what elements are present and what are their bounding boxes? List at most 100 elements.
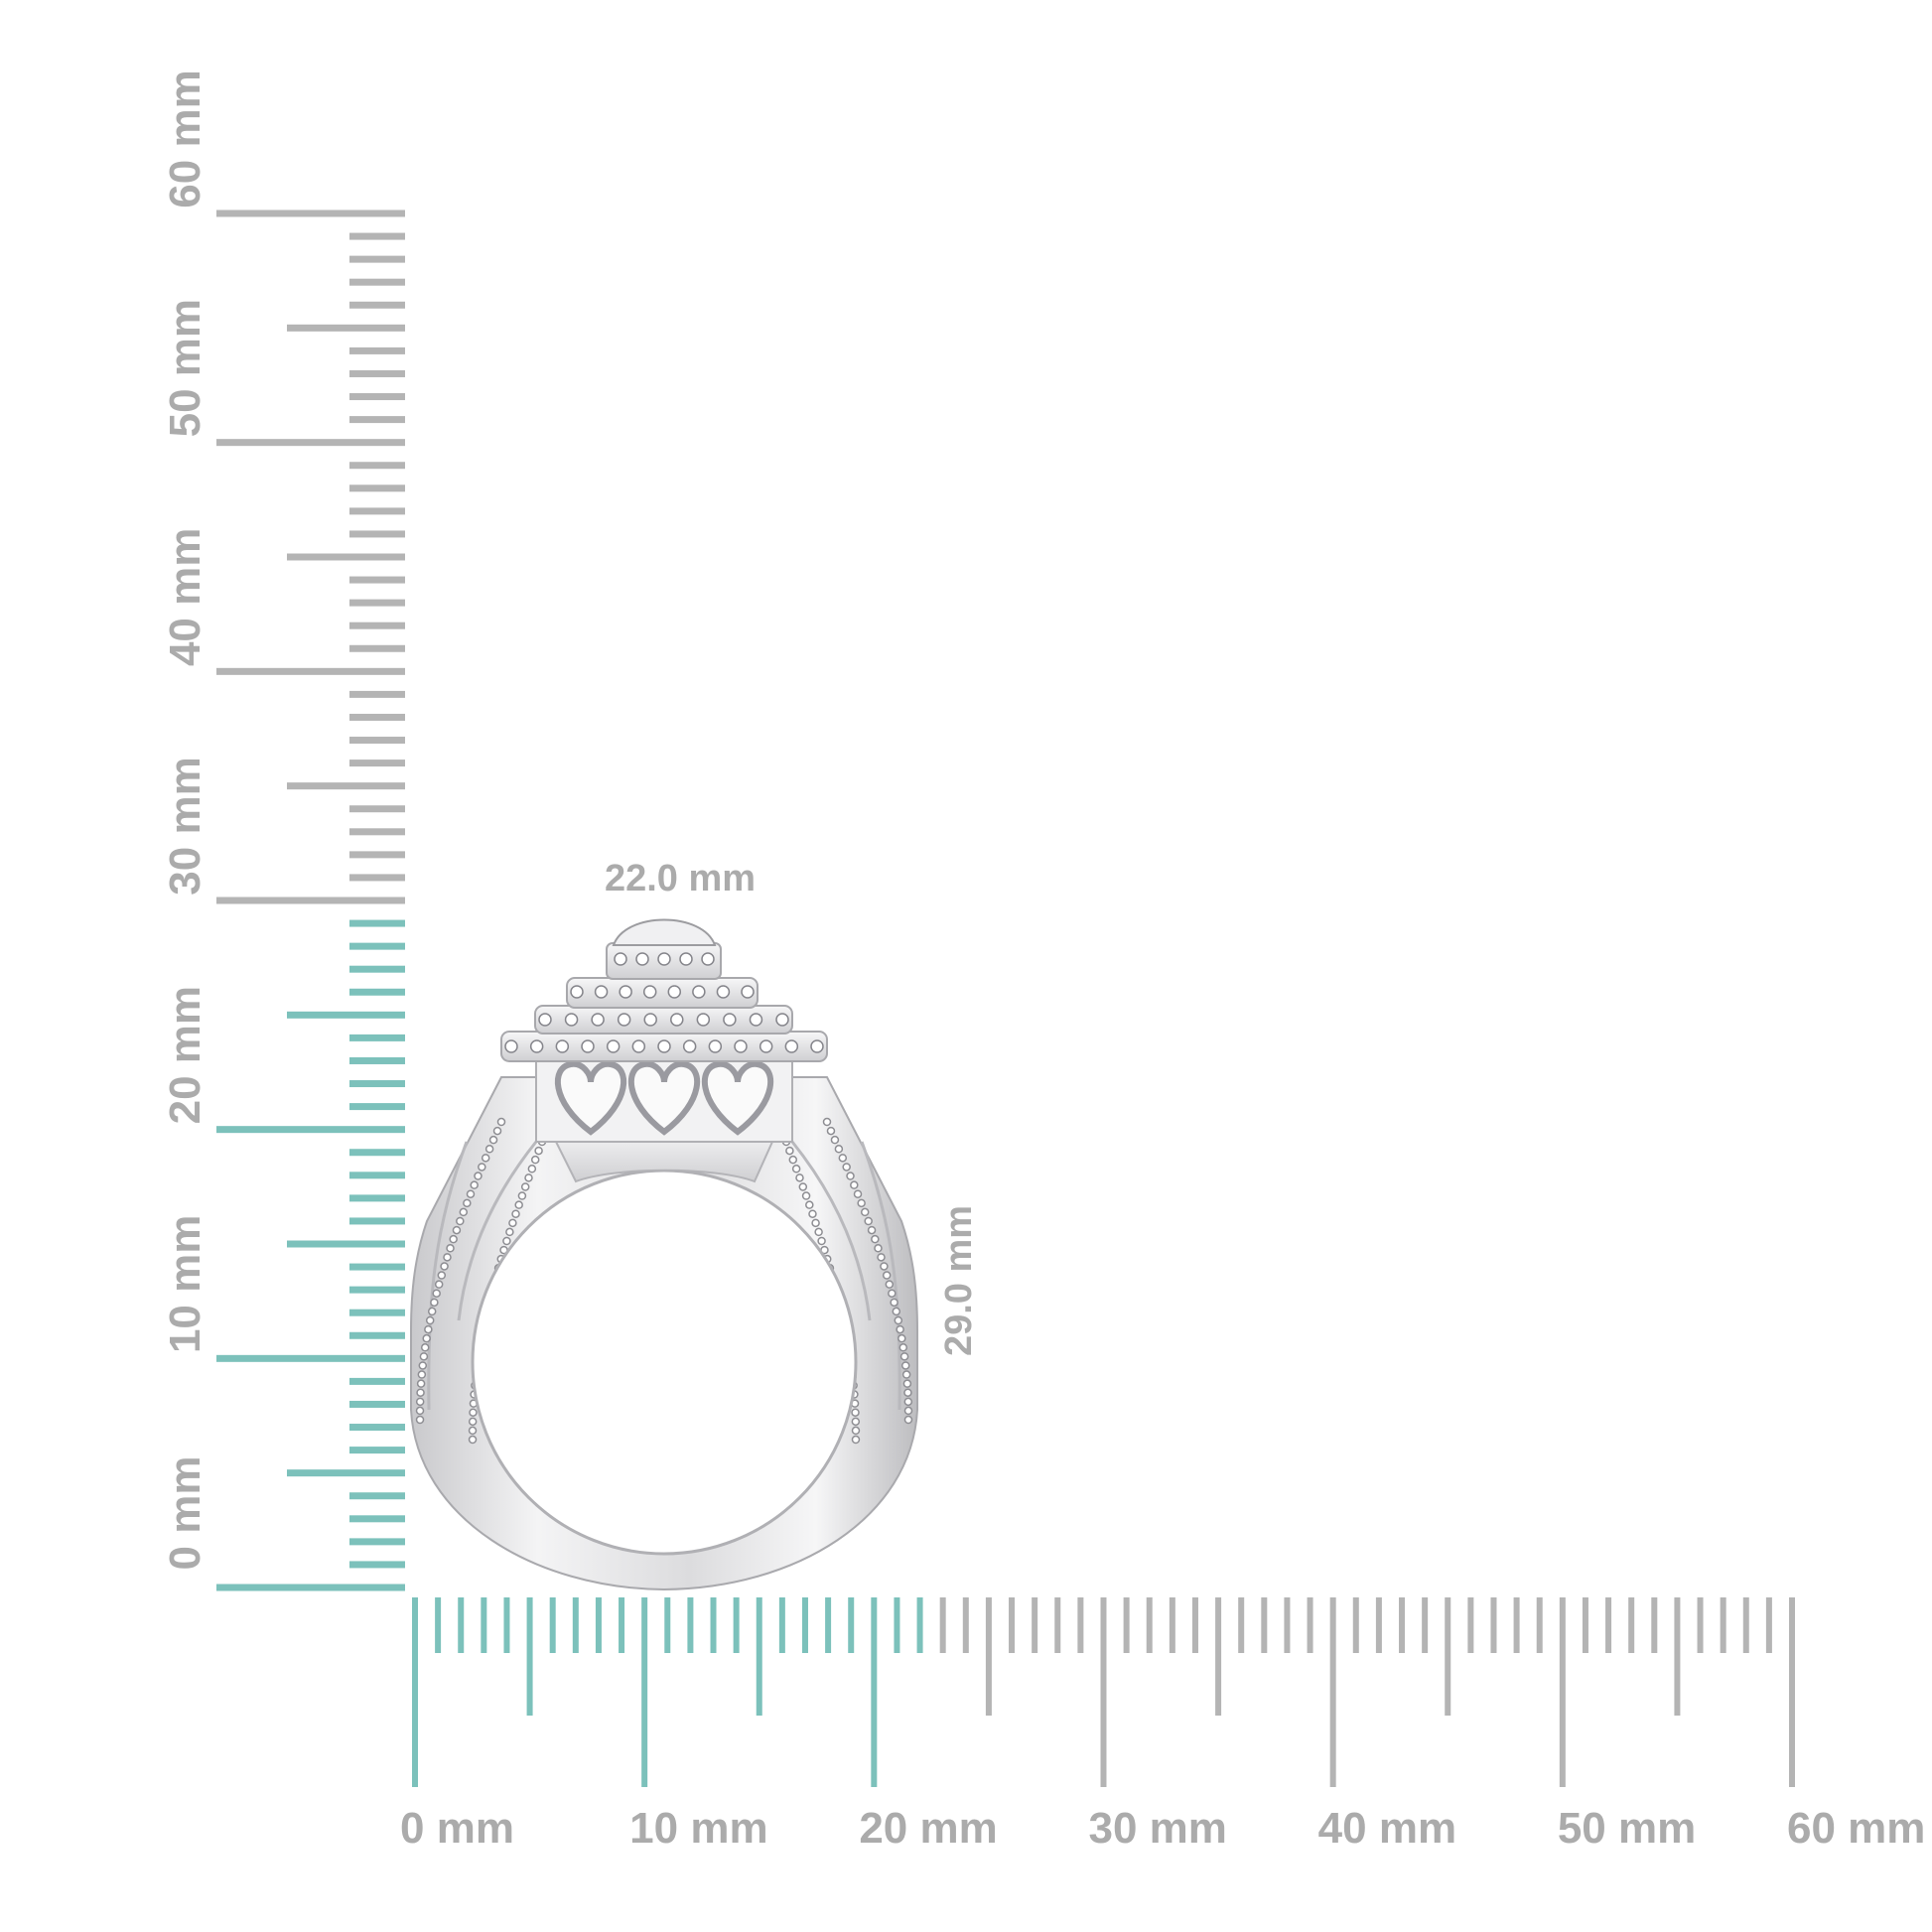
pave-stone — [834, 1145, 844, 1154]
h-tick-49 — [1536, 1597, 1543, 1653]
v-tick-59 — [349, 232, 405, 240]
height-dimension-label: 29.0 mm — [938, 1205, 980, 1356]
h-tick-27 — [1032, 1597, 1038, 1653]
pave-stone — [846, 1172, 855, 1180]
pave-stone — [505, 1227, 514, 1237]
v-tick-14 — [349, 1263, 405, 1271]
pave-stone — [814, 1227, 823, 1237]
pave-stone — [459, 1207, 469, 1217]
pave-stone — [888, 1289, 897, 1298]
halo-stone — [696, 1013, 711, 1027]
pave-stone — [415, 1415, 425, 1425]
v-tick-11 — [349, 1331, 405, 1339]
pave-stone — [788, 1155, 798, 1165]
v-tick-21 — [349, 1103, 405, 1111]
h-tick-7 — [572, 1597, 579, 1653]
pave-stone — [896, 1324, 904, 1334]
pave-stone — [899, 1352, 909, 1361]
v-tick-25 — [287, 1011, 405, 1019]
h-label-10: 10 mm — [629, 1804, 767, 1853]
pave-stone — [842, 1163, 851, 1172]
h-tick-40 — [1329, 1597, 1336, 1787]
halo-stone — [657, 1039, 671, 1053]
pave-stone — [415, 1397, 425, 1407]
v-tick-34 — [349, 805, 405, 813]
h-tick-41 — [1352, 1597, 1359, 1653]
v-tick-51 — [349, 416, 405, 424]
v-tick-18 — [349, 1172, 405, 1179]
h-tick-4 — [503, 1597, 510, 1653]
halo-stone — [635, 952, 649, 966]
pave-stone — [502, 1236, 511, 1246]
pave-stone — [853, 1189, 863, 1198]
v-tick-8 — [349, 1400, 405, 1408]
h-tick-45 — [1445, 1597, 1451, 1716]
v-label-60: 60 mm — [161, 69, 209, 207]
pave-stone — [801, 1191, 811, 1200]
halo-stone — [555, 1039, 570, 1053]
pave-stone — [430, 1298, 439, 1308]
pave-stone — [867, 1225, 877, 1235]
v-tick-52 — [349, 393, 405, 401]
halo-stone — [682, 1039, 697, 1053]
v-tick-44 — [349, 576, 405, 584]
v-label-40: 40 mm — [161, 528, 209, 666]
v-tick-7 — [349, 1424, 405, 1432]
v-tick-24 — [349, 1034, 405, 1041]
v-tick-56 — [349, 301, 405, 309]
h-tick-24 — [962, 1597, 969, 1653]
h-tick-42 — [1375, 1597, 1382, 1653]
pave-stone — [466, 1189, 476, 1198]
pave-stone — [492, 1126, 502, 1136]
halo-stone — [614, 952, 627, 966]
h-label-50: 50 mm — [1558, 1804, 1696, 1853]
ring-image — [410, 918, 918, 1591]
h-tick-36 — [1238, 1597, 1245, 1653]
halo-stone — [617, 1013, 631, 1027]
h-tick-39 — [1307, 1597, 1313, 1653]
h-tick-44 — [1422, 1597, 1429, 1653]
v-label-30: 30 mm — [161, 757, 209, 895]
pave-stone — [434, 1280, 444, 1289]
h-tick-28 — [1054, 1597, 1061, 1653]
h-label-0: 0 mm — [400, 1804, 514, 1853]
h-tick-0 — [412, 1597, 418, 1787]
pave-stone — [791, 1165, 801, 1173]
pave-stone — [484, 1145, 494, 1154]
halo-stone — [670, 1013, 684, 1027]
h-tick-2 — [458, 1597, 465, 1653]
pave-stone — [903, 1406, 913, 1416]
pave-stone — [901, 1370, 911, 1379]
h-tick-13 — [710, 1597, 717, 1653]
pave-stone — [452, 1225, 462, 1235]
h-tick-30 — [1100, 1597, 1107, 1787]
pave-stone — [880, 1262, 889, 1271]
pave-stone — [514, 1200, 523, 1209]
pave-stone — [851, 1408, 860, 1417]
pave-stone — [517, 1191, 527, 1200]
v-tick-38 — [349, 713, 405, 721]
h-tick-56 — [1697, 1597, 1704, 1653]
pave-stone — [488, 1135, 498, 1145]
halo-stone — [631, 1039, 646, 1053]
v-tick-12 — [349, 1309, 405, 1316]
v-tick-31 — [349, 874, 405, 882]
pave-stone — [496, 1117, 506, 1127]
width-dimension-label: 22.0 mm — [605, 858, 756, 899]
pave-stone — [811, 1218, 820, 1228]
pave-stone — [424, 1324, 433, 1334]
v-tick-5 — [287, 1469, 405, 1477]
v-tick-46 — [349, 530, 405, 538]
halo-stone — [734, 1039, 748, 1053]
v-tick-16 — [349, 1217, 405, 1225]
halo-stone — [643, 1013, 657, 1027]
h-tick-16 — [778, 1597, 785, 1653]
halo-stone — [570, 985, 584, 999]
pave-stone — [418, 1361, 428, 1370]
pave-stone — [470, 1180, 479, 1189]
halo-stone — [810, 1039, 824, 1053]
pave-stone — [446, 1244, 455, 1253]
v-tick-29 — [349, 919, 405, 927]
pave-stone — [892, 1307, 901, 1316]
h-tick-43 — [1399, 1597, 1406, 1653]
